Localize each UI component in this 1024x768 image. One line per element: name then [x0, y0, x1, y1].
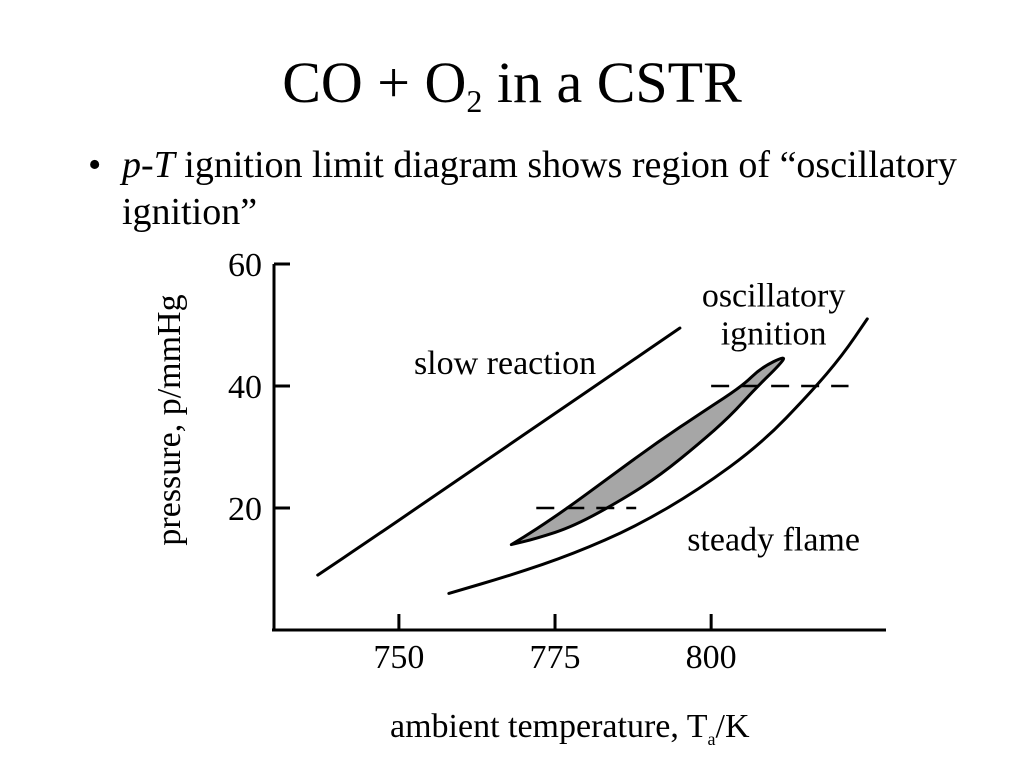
x-tick-label-800: 800 [686, 639, 737, 676]
region-label-1: oscillatory ignition [702, 278, 846, 353]
region-label-2: steady flame [687, 522, 860, 559]
series-2 [509, 356, 786, 547]
x-tick-label-775: 775 [530, 639, 581, 676]
region-labels: slow reaction oscillatory ignition steady f… [414, 278, 860, 559]
title-subscript: 2 [466, 83, 483, 119]
y-axis-label: pressure, p/mmHg [151, 294, 188, 545]
axis-ticks: 750 775 800 20 40 60 [228, 247, 737, 676]
title-rest: in a CSTR [482, 50, 742, 115]
x-tick-label-750: 750 [373, 639, 424, 676]
bullet-var-t: T [153, 144, 175, 186]
bullet-dash: - [141, 144, 154, 186]
region-label-2-line-0: steady flame [687, 522, 860, 559]
x-axis-label: ambient temperature, Ta/K [390, 708, 750, 749]
region-label-0: slow reaction [414, 345, 596, 382]
bullet-body: ignition limit diagram shows region of “… [122, 144, 957, 233]
x-axis-label-unit: /K [716, 708, 750, 745]
slide-title: CO + O2 in a CSTR [0, 48, 1024, 118]
y-tick-label-20: 20 [228, 491, 262, 528]
y-tick-label-40: 40 [228, 369, 262, 406]
region-label-1-line-1: ignition [721, 316, 827, 353]
series-layer [316, 317, 869, 595]
series-0 [316, 326, 682, 577]
x-axis-label-subscript: a [708, 729, 716, 749]
bullet-var-p: p [122, 144, 141, 186]
axes [272, 264, 886, 632]
bullet-text: p-T ignition limit diagram shows region … [122, 142, 982, 236]
title-main: CO + O [282, 50, 467, 115]
x-axis-label-main: ambient temperature, T [390, 708, 708, 745]
y-tick-label-60: 60 [228, 247, 262, 284]
region-label-1-line-0: oscillatory [702, 278, 846, 315]
bullet-symbol: • [88, 144, 102, 186]
region-label-0-line-0: slow reaction [414, 345, 596, 382]
